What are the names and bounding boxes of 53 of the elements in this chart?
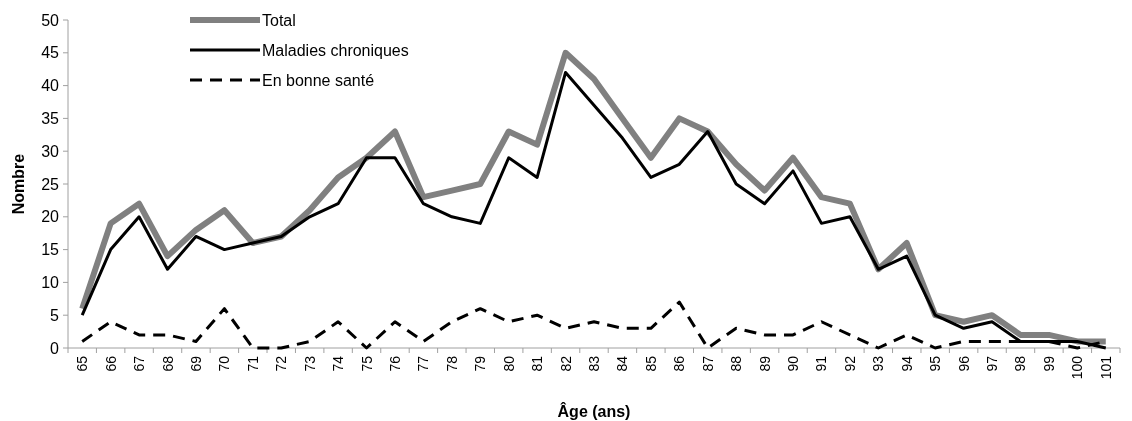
y-tick-label: 40	[41, 77, 60, 95]
x-tick-label: 68	[159, 355, 176, 372]
x-tick-label: 94	[898, 355, 915, 372]
x-tick-label: 95	[927, 355, 944, 372]
x-tick-label: 75	[358, 355, 375, 372]
x-tick-label: 83	[586, 355, 602, 372]
x-tick-label: 67	[131, 355, 148, 372]
y-axis-title: Nombre	[10, 153, 27, 215]
x-tick-label: 84	[614, 355, 631, 372]
x-tick-label: 79	[472, 355, 489, 372]
x-tick-label: 87	[699, 355, 716, 372]
x-axis-title: Âge (ans)	[557, 402, 631, 420]
x-tick-label: 93	[870, 355, 887, 372]
x-tick-label: 99	[1040, 355, 1057, 372]
y-tick-label: 20	[41, 208, 60, 226]
x-tick-label: 96	[955, 355, 972, 372]
x-tick-label: 70	[216, 355, 233, 372]
x-tick-label: 78	[443, 355, 460, 372]
y-tick-label: 35	[41, 110, 60, 127]
x-tick-label: 89	[756, 355, 773, 372]
x-tick-label: 88	[728, 355, 745, 372]
x-tick-label: 71	[244, 355, 261, 372]
x-tick-label: 81	[529, 355, 546, 372]
y-tick-label: 5	[50, 306, 60, 324]
y-tick-label: 10	[41, 274, 60, 291]
x-tick-label: 85	[642, 355, 659, 372]
x-tick-label: 101	[1097, 355, 1114, 380]
y-tick-label: 50	[41, 11, 60, 29]
x-tick-label: 100	[1069, 355, 1086, 380]
x-tick-label: 92	[841, 355, 858, 372]
x-tick-label: 72	[273, 355, 290, 372]
x-tick-label: 65	[74, 355, 91, 372]
legend-label: En bonne santé	[262, 71, 375, 89]
x-tick-label: 66	[102, 355, 119, 372]
y-tick-label: 15	[41, 241, 60, 259]
x-tick-label: 77	[415, 355, 432, 372]
x-tick-label: 86	[671, 355, 688, 372]
x-tick-label: 80	[500, 355, 517, 372]
x-tick-label: 74	[330, 355, 347, 372]
x-tick-label: 82	[557, 355, 574, 372]
x-tick-label: 98	[1012, 355, 1029, 372]
x-tick-label: 97	[984, 355, 1001, 372]
legend-label: Total	[262, 11, 296, 29]
y-tick-label: 45	[41, 44, 60, 62]
x-tick-label: 69	[187, 355, 204, 372]
y-tick-label: 25	[41, 175, 60, 193]
x-tick-label: 73	[301, 355, 318, 372]
x-tick-label: 90	[785, 355, 802, 372]
y-tick-label: 30	[41, 142, 60, 160]
y-tick-label: 0	[50, 339, 60, 357]
x-tick-label: 76	[386, 355, 403, 372]
legend-label: Maladies chroniques	[262, 41, 409, 59]
x-tick-label: 91	[813, 355, 830, 372]
